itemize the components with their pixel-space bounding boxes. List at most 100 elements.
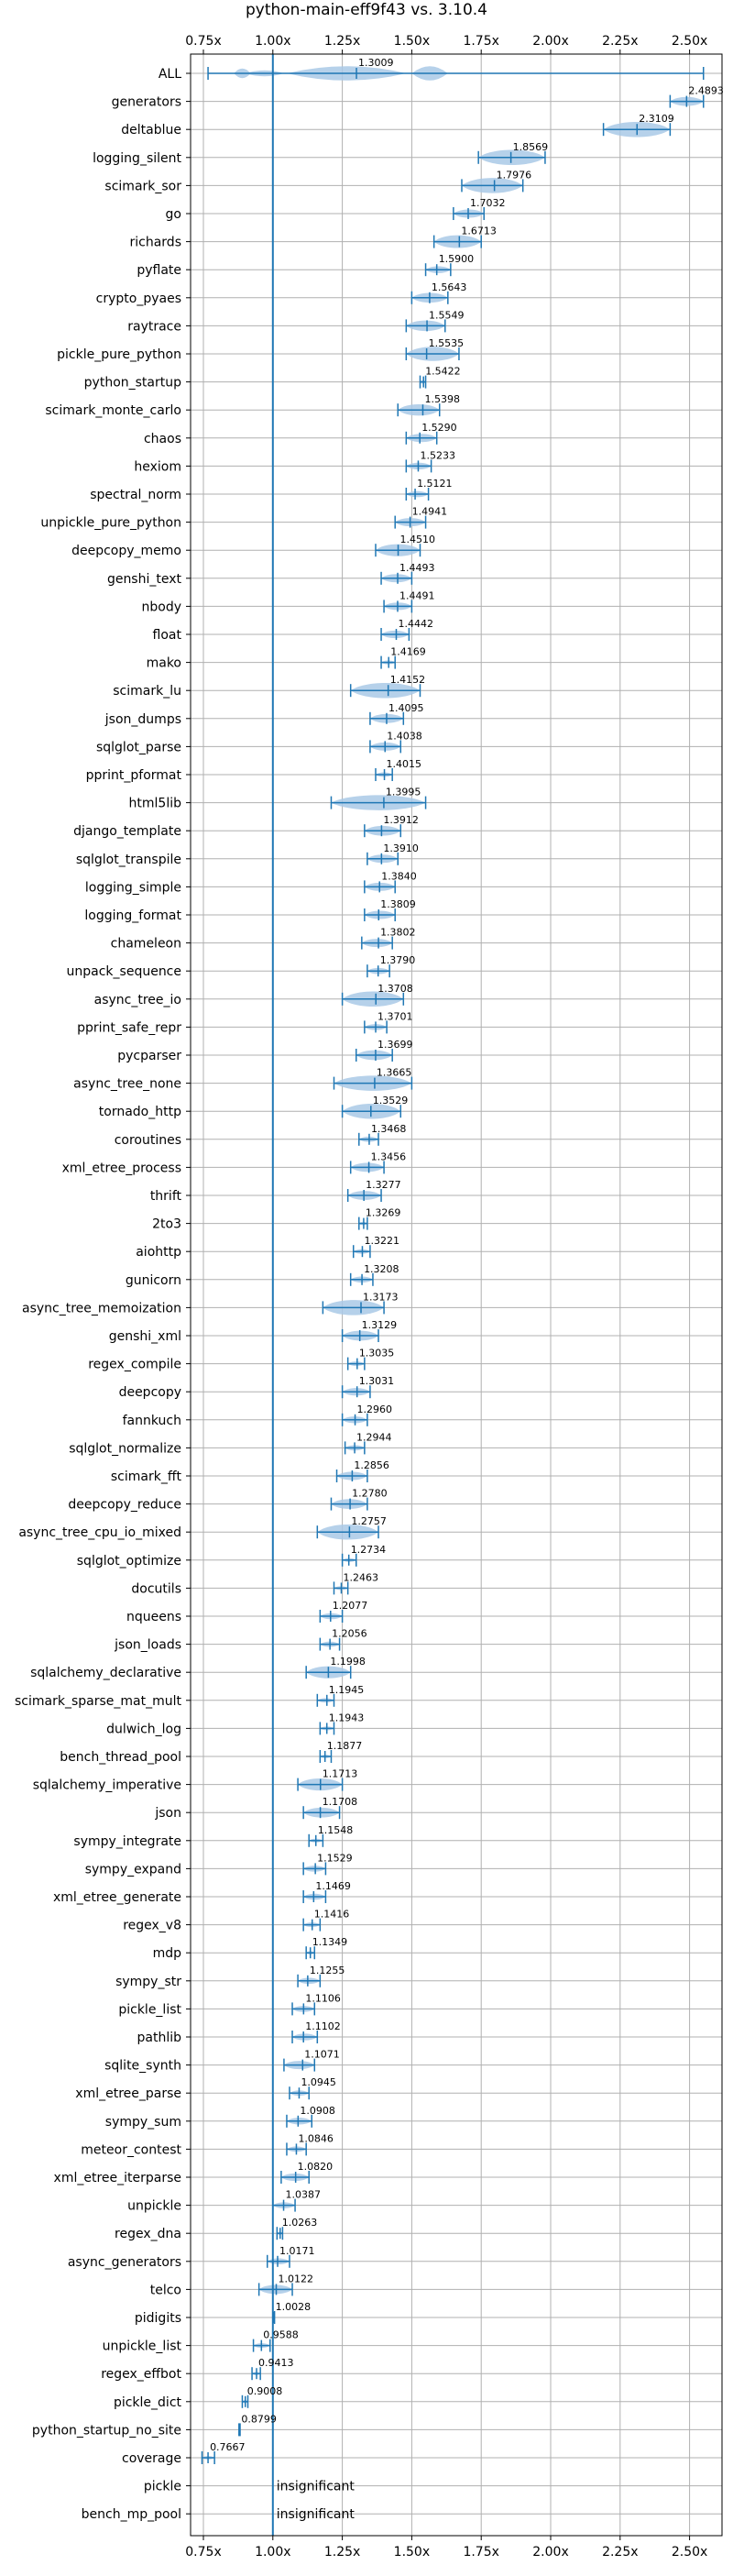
value-label-go: 1.7032 (470, 197, 506, 209)
value-label-genshi-xml: 1.3129 (362, 1319, 398, 1331)
value-label-aiohttp: 1.3221 (364, 1235, 399, 1247)
value-label-json-loads: 1.2056 (332, 1628, 367, 1640)
plot-frame (190, 53, 723, 2537)
x-tick-label-bottom: 0.75x (185, 2545, 221, 2559)
value-label-html5lib: 1.3995 (386, 787, 421, 798)
x-tick-label-top: 2.00x (532, 34, 568, 49)
y-tick-label-chameleon: chameleon (111, 937, 181, 952)
value-label-chaos: 1.5290 (421, 422, 457, 434)
value-label-coroutines: 1.3468 (371, 1123, 407, 1135)
value-label-mako: 1.4169 (390, 646, 426, 658)
y-tick-label-regex-v8: regex_v8 (123, 1919, 181, 1933)
y-tick-label-2to3: 2to3 (152, 1217, 181, 1232)
value-label-sqlglot-optimize: 1.2734 (351, 1544, 387, 1556)
value-label-sympy-expand: 1.1529 (317, 1852, 353, 1864)
y-tick-label-regex-effbot: regex_effbot (101, 2367, 181, 2382)
y-tick-label-dulwich-log: dulwich_log (106, 1722, 181, 1736)
x-tick-label-top: 2.50x (672, 34, 707, 49)
value-label-regex-dna: 1.0263 (282, 2217, 318, 2229)
x-tick-label-top: 1.50x (394, 34, 430, 49)
y-tick-label-async-tree-memoization: async_tree_memoization (22, 1301, 181, 1316)
y-tick-label-sqlglot-transpile: sqlglot_transpile (76, 853, 181, 867)
value-label-float: 1.4442 (398, 618, 433, 630)
y-tick-label-aiohttp: aiohttp (136, 1245, 181, 1260)
value-label-regex-v8: 1.1416 (314, 1909, 350, 1921)
y-tick-label-bench-mp-pool: bench_mp_pool (82, 2507, 181, 2522)
value-label-deepcopy: 1.3031 (359, 1375, 395, 1387)
value-label-scimark-sor: 1.7976 (497, 169, 532, 181)
y-tick-label-coroutines: coroutines (115, 1133, 181, 1148)
y-tick-label-pickle: pickle (144, 2480, 181, 2494)
value-label-async-tree-memoization: 1.3173 (363, 1291, 399, 1303)
value-label-docutils: 1.2463 (343, 1571, 378, 1583)
y-tick-label-async-tree-none: async_tree_none (73, 1077, 181, 1092)
y-tick-label-logging-simple: logging_simple (85, 880, 181, 895)
errorbar-layer (201, 67, 705, 2464)
value-label-pycparser: 1.3699 (377, 1039, 413, 1051)
value-label-meteor-contest: 1.0846 (298, 2132, 334, 2144)
insignificant-label-bench-mp-pool: insignificant (277, 2507, 356, 2522)
value-label-sqlalchemy-declarative: 1.1998 (330, 1656, 366, 1668)
value-label-pprint-safe-repr: 1.3701 (377, 1010, 413, 1022)
value-label-pickle-list: 1.1106 (305, 1992, 341, 2004)
value-label-sqlglot-transpile: 1.3910 (383, 842, 419, 854)
y-tick-label-genshi-xml: genshi_xml (109, 1329, 181, 1344)
y-tick-label-xml-etree-process: xml_etree_process (62, 1161, 181, 1175)
y-tick-label-mdp: mdp (153, 1946, 182, 1961)
value-label-coverage: 0.7667 (210, 2441, 246, 2453)
value-label-django-template: 1.3912 (383, 814, 419, 826)
y-tick-label-pidigits: pidigits (135, 2311, 181, 2326)
value-label-async-tree-io: 1.3708 (377, 983, 413, 995)
value-label-sympy-sum: 1.0908 (300, 2105, 335, 2117)
value-label-fannkuch: 1.2960 (357, 1404, 393, 1415)
x-tick-label-bottom: 2.00x (532, 2545, 568, 2559)
y-tick-label-sqlglot-parse: sqlglot_parse (96, 740, 181, 754)
y-tick-label-django-template: django_template (73, 824, 181, 839)
value-label-pickle-dict: 0.9008 (247, 2385, 283, 2397)
y-tick-label-deltablue: deltablue (121, 123, 181, 138)
x-tick-label-bottom: 1.25x (324, 2545, 360, 2559)
value-label-all: 1.3009 (358, 57, 394, 69)
y-tick-label-python-startup: python_startup (84, 376, 181, 391)
y-tick-label-pickle-pure-python: pickle_pure_python (57, 347, 181, 362)
y-tick-label-regex-compile: regex_compile (88, 1358, 181, 1372)
insignificant-label-pickle: insignificant (277, 2480, 356, 2494)
y-tick-label-genshi-text: genshi_text (107, 572, 182, 587)
value-label-hexiom: 1.5233 (420, 449, 455, 461)
y-tick-label-xml-etree-iterparse: xml_etree_iterparse (54, 2171, 181, 2185)
y-tick-label-thrift: thrift (150, 1189, 182, 1204)
y-tick-label-float: float (153, 628, 182, 643)
value-label-sympy-integrate: 1.1548 (318, 1824, 354, 1836)
value-label-bench-thread-pool: 1.1877 (327, 1740, 363, 1752)
y-tick-label-pprint-safe-repr: pprint_safe_repr (77, 1020, 181, 1035)
value-label-pickle-pure-python: 1.5535 (429, 337, 465, 349)
value-label-sqlglot-normalize: 1.2944 (356, 1431, 392, 1443)
y-tick-label-html5lib: html5lib (129, 797, 182, 811)
x-tick-label-bottom: 2.50x (672, 2545, 707, 2559)
y-tick-label-pathlib: pathlib (137, 2031, 182, 2045)
value-label-thrift: 1.3277 (366, 1179, 401, 1191)
y-tick-label-mako: mako (147, 656, 181, 671)
y-tick-label-pycparser: pycparser (117, 1049, 181, 1063)
y-tick-label-logging-silent: logging_silent (93, 151, 181, 166)
value-label-logging-silent: 1.8569 (513, 141, 549, 153)
value-label-sqlite-synth: 1.1071 (304, 2049, 340, 2061)
value-label-sympy-str: 1.1255 (310, 1965, 345, 1976)
y-tick-label-sqlalchemy-declarative: sqlalchemy_declarative (30, 1666, 181, 1680)
value-label-logging-simple: 1.3840 (381, 870, 417, 882)
y-tick-label-nqueens: nqueens (126, 1610, 181, 1624)
y-tick-label-async-tree-cpu-io-mixed: async_tree_cpu_io_mixed (18, 1525, 181, 1540)
value-label-pathlib: 1.1102 (305, 2020, 341, 2032)
value-label-xml-etree-parse: 1.0945 (301, 2076, 336, 2088)
value-label-genshi-text: 1.4493 (399, 562, 435, 574)
y-tick-label-deepcopy-reduce: deepcopy_reduce (68, 1498, 181, 1513)
y-tick-label-layer: ALL generators deltablue logging_silentscim… (15, 67, 191, 2522)
value-label-richards: 1.6713 (461, 226, 496, 237)
y-tick-label-scimark-sor: scimark_sor (104, 179, 181, 193)
x-tick-label-top: 1.25x (324, 34, 360, 49)
grid-layer (191, 54, 722, 2536)
value-label-xml-etree-iterparse: 1.0820 (298, 2161, 334, 2173)
value-label-nbody: 1.4491 (399, 589, 435, 601)
value-label-mdp: 1.1349 (312, 1936, 348, 1948)
y-tick-label-sympy-str: sympy_str (115, 1975, 181, 1989)
